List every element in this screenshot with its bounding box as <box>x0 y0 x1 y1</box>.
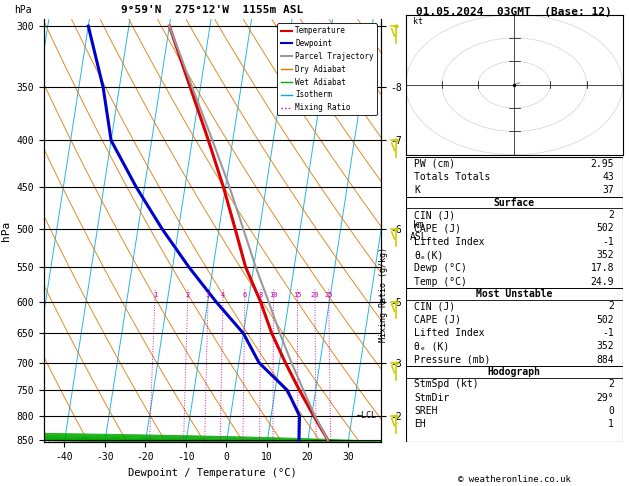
Text: StmSpd (kt): StmSpd (kt) <box>415 379 479 389</box>
Text: 4: 4 <box>221 292 225 298</box>
Text: hPa: hPa <box>14 5 31 15</box>
Text: Most Unstable: Most Unstable <box>476 289 552 299</box>
Text: Hodograph: Hodograph <box>487 367 541 377</box>
Text: 884: 884 <box>596 355 614 364</box>
Legend: Temperature, Dewpoint, Parcel Trajectory, Dry Adiabat, Wet Adiabat, Isotherm, Mi: Temperature, Dewpoint, Parcel Trajectory… <box>277 23 377 115</box>
Text: © weatheronline.co.uk: © weatheronline.co.uk <box>458 474 571 484</box>
Text: 29°: 29° <box>596 393 614 402</box>
Text: 1: 1 <box>608 419 614 429</box>
Text: PW (cm): PW (cm) <box>415 159 455 169</box>
Text: Lifted Index: Lifted Index <box>415 328 485 338</box>
Text: 2: 2 <box>608 379 614 389</box>
Text: 43: 43 <box>603 172 614 182</box>
X-axis label: Dewpoint / Temperature (°C): Dewpoint / Temperature (°C) <box>128 468 297 478</box>
Text: -1: -1 <box>603 328 614 338</box>
Text: 2.95: 2.95 <box>591 159 614 169</box>
Y-axis label: hPa: hPa <box>1 221 11 241</box>
Text: 2: 2 <box>608 301 614 312</box>
Text: SREH: SREH <box>415 406 438 416</box>
Text: Surface: Surface <box>494 198 535 208</box>
Text: θₑ(K): θₑ(K) <box>415 250 444 260</box>
Text: 2: 2 <box>186 292 190 298</box>
Text: CAPE (J): CAPE (J) <box>415 314 462 325</box>
Text: 37: 37 <box>603 186 614 195</box>
Text: Temp (°C): Temp (°C) <box>415 277 467 287</box>
Text: Totals Totals: Totals Totals <box>415 172 491 182</box>
Text: 0: 0 <box>608 406 614 416</box>
Text: StmDir: StmDir <box>415 393 450 402</box>
Text: 20: 20 <box>311 292 319 298</box>
Bar <box>406 288 623 300</box>
Text: EH: EH <box>415 419 426 429</box>
Text: kt: kt <box>413 17 423 26</box>
Text: 2: 2 <box>608 210 614 220</box>
Text: θₑ (K): θₑ (K) <box>415 341 450 351</box>
Text: 352: 352 <box>596 341 614 351</box>
Text: 3: 3 <box>206 292 210 298</box>
Text: 8: 8 <box>259 292 263 298</box>
Text: 25: 25 <box>325 292 333 298</box>
Text: 1: 1 <box>153 292 157 298</box>
Text: 10: 10 <box>269 292 278 298</box>
Text: 6: 6 <box>243 292 247 298</box>
Text: 01.05.2024  03GMT  (Base: 12): 01.05.2024 03GMT (Base: 12) <box>416 7 612 17</box>
Text: 15: 15 <box>293 292 302 298</box>
Bar <box>406 197 623 208</box>
Text: Pressure (mb): Pressure (mb) <box>415 355 491 364</box>
Text: CIN (J): CIN (J) <box>415 210 455 220</box>
Text: K: K <box>415 186 420 195</box>
Text: 9°59'N  275°12'W  1155m ASL: 9°59'N 275°12'W 1155m ASL <box>121 5 303 15</box>
Text: ←LCL: ←LCL <box>357 411 377 420</box>
Text: Dewp (°C): Dewp (°C) <box>415 263 467 273</box>
Text: 502: 502 <box>596 314 614 325</box>
Text: CAPE (J): CAPE (J) <box>415 224 462 233</box>
Text: CIN (J): CIN (J) <box>415 301 455 312</box>
Text: Lifted Index: Lifted Index <box>415 237 485 247</box>
Text: Mixing Ratio (g/kg): Mixing Ratio (g/kg) <box>379 247 388 342</box>
Text: -1: -1 <box>603 237 614 247</box>
Text: 352: 352 <box>596 250 614 260</box>
Text: 502: 502 <box>596 224 614 233</box>
Text: 24.9: 24.9 <box>591 277 614 287</box>
Text: 17.8: 17.8 <box>591 263 614 273</box>
Y-axis label: km
ASL: km ASL <box>410 220 428 242</box>
Bar <box>406 366 623 378</box>
